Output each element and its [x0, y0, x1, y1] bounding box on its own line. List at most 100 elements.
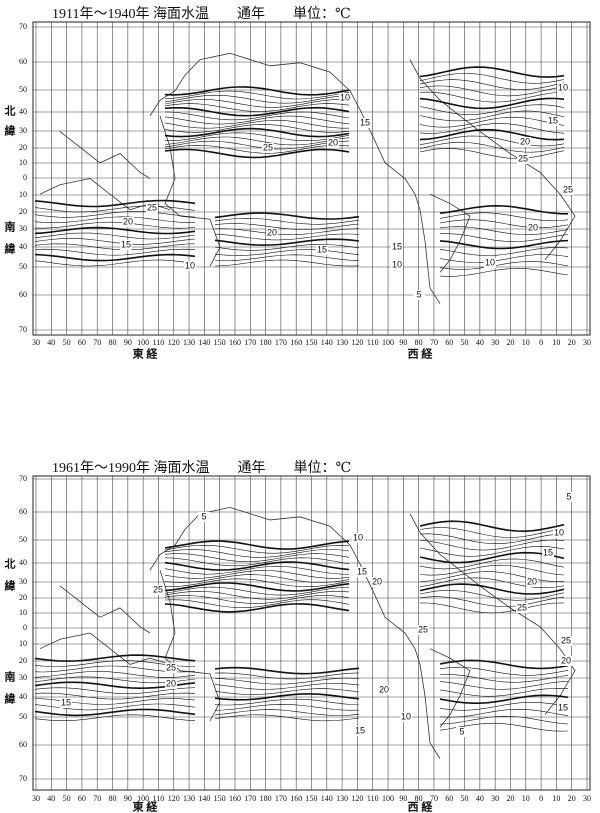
label-bg [516, 603, 528, 613]
isotherm-label: 10 [392, 259, 402, 269]
label-bg [563, 492, 575, 502]
isotherm [34, 238, 196, 245]
latitude-label: 50 [19, 535, 27, 544]
isotherm [439, 212, 569, 222]
longitude-label: 40 [47, 338, 55, 347]
longitude-label: 180 [260, 338, 272, 347]
longitude-label: 60 [445, 338, 453, 347]
isotherm [419, 551, 565, 564]
isotherm [214, 259, 360, 267]
isotherm [439, 694, 569, 704]
east-longitude: 東 経 [133, 347, 159, 361]
label-bg [198, 512, 210, 522]
isotherm-label: 20 [520, 136, 530, 146]
longitude-label: 160 [290, 794, 302, 803]
coastline [429, 193, 471, 273]
latitude-label: 40 [19, 107, 27, 116]
label-bg [547, 116, 559, 126]
isotherm-label: 15 [558, 702, 568, 712]
latitude-label: 70 [19, 325, 27, 334]
longitude-label: 170 [244, 338, 256, 347]
longitude-label: 0 [539, 338, 543, 347]
isotherm-label: 25 [153, 584, 163, 594]
isotherm [164, 540, 350, 550]
label-bg [152, 585, 164, 595]
isotherm [164, 106, 350, 117]
label-bg [519, 137, 531, 147]
coastline [409, 513, 576, 715]
map-title: 1961年～1990年 海面水温 通年 単位：℃ [52, 460, 351, 476]
latitude-label: 10 [19, 639, 27, 648]
isotherm [164, 119, 349, 129]
isotherm [419, 123, 565, 134]
isotherm [419, 91, 565, 103]
isotherm-label: 5 [201, 511, 206, 521]
isotherm [164, 565, 350, 575]
longitude-label: 150 [306, 338, 318, 347]
longitude-label: 130 [336, 794, 348, 803]
longitude-label: 10 [552, 794, 560, 803]
isotherm-label: 25 [418, 624, 428, 634]
latitude-label: 10 [19, 608, 27, 617]
isotherm [419, 602, 565, 614]
south-latitude: 南 [5, 220, 16, 234]
latitude-label: 30 [19, 224, 27, 233]
isotherm [34, 211, 196, 218]
isotherm [419, 66, 565, 78]
isotherm-label: 10 [340, 92, 350, 102]
isotherm [34, 703, 196, 711]
longitude-label: 110 [367, 794, 379, 803]
isotherm [419, 533, 565, 544]
isotherm [419, 128, 565, 141]
map-panel: 1911年～1940年 海面水温 通年 単位：℃7060504030201001… [5, 6, 592, 360]
latitude-label: 60 [19, 290, 27, 299]
label-bg [553, 528, 565, 538]
longitude-label: 70 [93, 338, 101, 347]
latitude-label: 70 [19, 474, 27, 483]
isotherm-label: 10 [401, 711, 411, 721]
isotherm [164, 115, 350, 125]
label-bg [562, 185, 574, 195]
label-bg [356, 567, 368, 577]
longitude-label: 150 [214, 338, 226, 347]
isotherm-label: 20 [527, 576, 537, 586]
isotherm-label: 25 [563, 184, 573, 194]
isotherm-label: 15 [121, 239, 131, 249]
isotherm [439, 674, 569, 683]
label-bg [456, 727, 468, 737]
label-bg [165, 679, 177, 689]
label-bg [527, 223, 539, 233]
latitude-label: 40 [19, 558, 27, 567]
latitude-label: 20 [19, 143, 27, 152]
longitude-label: 90 [399, 338, 407, 347]
isotherm [419, 141, 565, 153]
longitude-label: 50 [461, 338, 469, 347]
isotherm [164, 136, 350, 146]
isotherm-label: 25 [517, 602, 527, 612]
longitude-label: 120 [168, 794, 180, 803]
label-bg [120, 240, 132, 250]
isotherm [214, 698, 360, 706]
longitude-label: 160 [229, 794, 241, 803]
label-bg [557, 703, 569, 713]
isotherm [214, 228, 360, 236]
longitude-label: 10 [522, 794, 530, 803]
longitude-label: 20 [506, 794, 514, 803]
isotherm [164, 590, 350, 600]
isotherm [439, 687, 569, 697]
isotherm [419, 110, 565, 122]
isotherm-label: 25 [166, 662, 176, 672]
isotherm [164, 103, 350, 112]
isotherm [214, 688, 360, 695]
latitude-label: 0 [23, 623, 27, 632]
longitude-label: 30 [491, 794, 499, 803]
isotherm [164, 90, 350, 100]
isotherm [34, 714, 196, 721]
longitude-label: 120 [351, 338, 363, 347]
isotherm [34, 259, 196, 267]
isotherm-label: 5 [416, 289, 421, 299]
isotherm-label: 20 [328, 137, 338, 147]
longitude-label: 100 [382, 338, 394, 347]
longitude-label: 90 [124, 338, 132, 347]
isotherm-label: 15 [357, 566, 367, 576]
